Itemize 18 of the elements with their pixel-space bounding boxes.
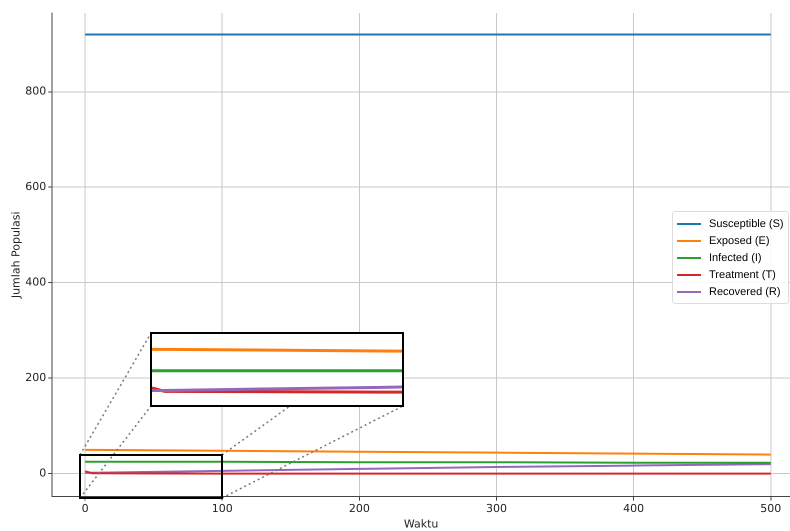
x-tick-label: 300 xyxy=(486,502,508,516)
y-tick-label: 0 xyxy=(39,466,46,480)
x-tick-label: 0 xyxy=(82,502,89,516)
x-axis-title: Waktu xyxy=(404,517,438,530)
y-tick-label: 400 xyxy=(25,276,46,289)
y-tick-label: 200 xyxy=(25,371,46,384)
x-tick-label: 400 xyxy=(623,502,644,516)
legend-label: Exposed (E) xyxy=(709,234,770,246)
legend-label: Infected (I) xyxy=(709,252,762,264)
y-axis-title: Jumlah Populasi xyxy=(9,211,22,300)
x-tick-label: 500 xyxy=(760,502,782,516)
legend-label: Treatment (T) xyxy=(709,268,776,280)
y-tick-label: 800 xyxy=(25,84,46,98)
y-tick-label: 600 xyxy=(25,180,46,194)
x-tick-label: 200 xyxy=(348,502,370,516)
x-tick-label: 100 xyxy=(212,502,233,516)
legend-label: Recovered (R) xyxy=(709,286,781,298)
legend-label: Susceptible (S) xyxy=(709,218,784,230)
